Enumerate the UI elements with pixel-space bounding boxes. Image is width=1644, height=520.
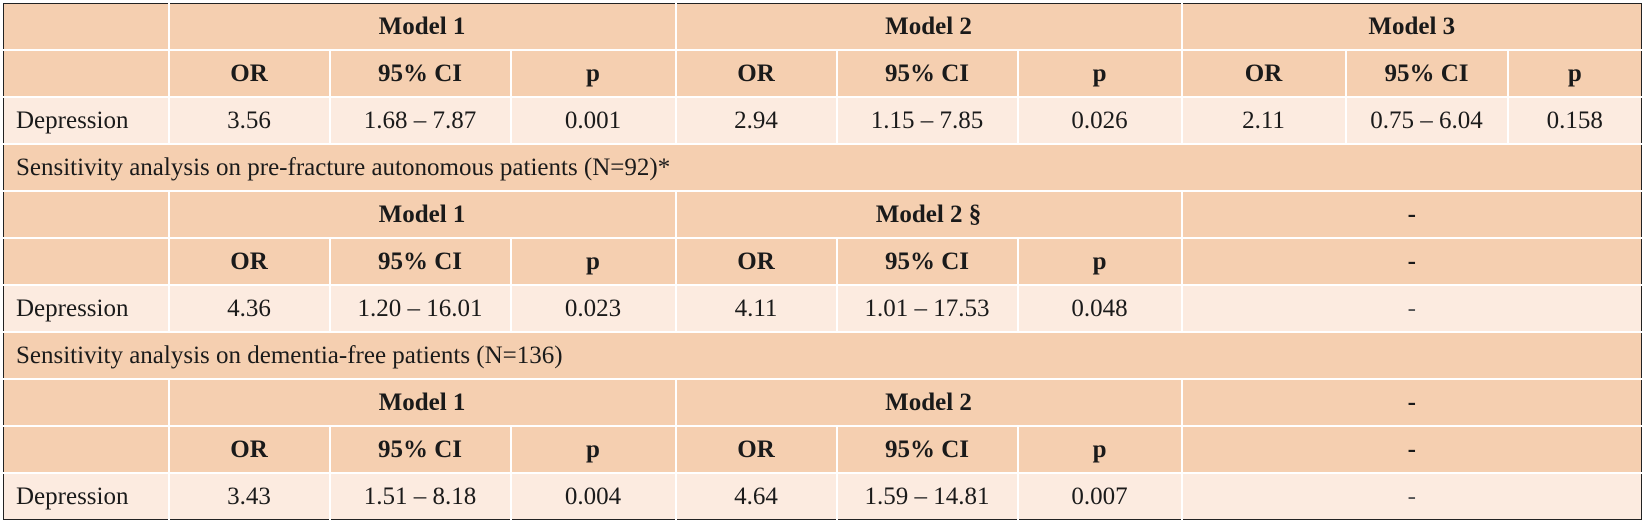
cell-p: 0.007	[1016, 472, 1182, 520]
model-header: Model 3	[1180, 3, 1642, 50]
cell-or: 4.64	[674, 472, 837, 520]
cell-p: 0.048	[1016, 284, 1182, 332]
empty-corner-cell	[3, 378, 169, 426]
column-header-or: OR	[167, 237, 330, 285]
section-row: Sensitivity analysis on dementia-free pa…	[3, 331, 1642, 379]
results-table: Model 1 Model 2 Model 3 OR 95% CI p OR 9…	[3, 3, 1643, 520]
empty-corner-cell	[3, 49, 169, 97]
column-header-or: OR	[167, 425, 330, 473]
cell-ci: 0.75 – 6.04	[1344, 96, 1508, 144]
model-header: Model 1	[167, 190, 676, 238]
model-header: -	[1180, 378, 1642, 426]
dash-header: -	[1180, 237, 1642, 285]
row-label: Depression	[3, 96, 169, 144]
model-header-row: Model 1 Model 2 § -	[3, 190, 1642, 238]
model-header: Model 2	[674, 3, 1182, 50]
cell-p: 0.023	[509, 284, 676, 332]
column-header-row: OR 95% CI p OR 95% CI p -	[3, 237, 1642, 285]
column-header-ci: 95% CI	[328, 425, 511, 473]
column-header-or: OR	[674, 425, 837, 473]
model-header: Model 2	[674, 378, 1182, 426]
column-header-or: OR	[674, 237, 837, 285]
cell-p: 0.026	[1016, 96, 1182, 144]
table-row: Depression 4.36 1.20 – 16.01 0.023 4.11 …	[3, 284, 1642, 332]
row-label: Depression	[3, 472, 169, 520]
row-label: Depression	[3, 284, 169, 332]
column-header-p: p	[1016, 237, 1182, 285]
cell-p: 0.004	[509, 472, 676, 520]
column-header-ci: 95% CI	[835, 425, 1018, 473]
column-header-ci: 95% CI	[328, 49, 511, 97]
cell-or: 2.94	[674, 96, 837, 144]
empty-cell: -	[1180, 472, 1642, 520]
column-header-p: p	[1016, 49, 1182, 97]
column-header-ci: 95% CI	[835, 49, 1018, 97]
column-header-p: p	[509, 425, 676, 473]
model-header-row: Model 1 Model 2 -	[3, 378, 1642, 426]
column-header-p: p	[1016, 425, 1182, 473]
section-title: Sensitivity analysis on pre-fracture aut…	[3, 143, 1642, 191]
empty-corner-cell	[3, 3, 169, 50]
empty-corner-cell	[3, 190, 169, 238]
column-header-ci: 95% CI	[328, 237, 511, 285]
cell-ci: 1.01 – 17.53	[835, 284, 1018, 332]
column-header-row: OR 95% CI p OR 95% CI p OR 95% CI p	[3, 49, 1642, 97]
model-header-row: Model 1 Model 2 Model 3	[3, 3, 1642, 50]
model-header: Model 2 §	[674, 190, 1182, 238]
cell-or: 3.43	[167, 472, 330, 520]
cell-p: 0.158	[1506, 96, 1642, 144]
column-header-or: OR	[674, 49, 837, 97]
cell-or: 3.56	[167, 96, 330, 144]
empty-cell: -	[1180, 284, 1642, 332]
table-row: Depression 3.43 1.51 – 8.18 0.004 4.64 1…	[3, 472, 1642, 520]
column-header-ci: 95% CI	[835, 237, 1018, 285]
section-title: Sensitivity analysis on dementia-free pa…	[3, 331, 1642, 379]
cell-p: 0.001	[509, 96, 676, 144]
column-header-p: p	[509, 237, 676, 285]
table-row: Depression 3.56 1.68 – 7.87 0.001 2.94 1…	[3, 96, 1642, 144]
column-header-or: OR	[167, 49, 330, 97]
model-header: -	[1180, 190, 1642, 238]
cell-ci: 1.51 – 8.18	[328, 472, 511, 520]
cell-ci: 1.59 – 14.81	[835, 472, 1018, 520]
cell-or: 4.11	[674, 284, 837, 332]
cell-or: 4.36	[167, 284, 330, 332]
column-header-or: OR	[1180, 49, 1346, 97]
model-header: Model 1	[167, 378, 676, 426]
cell-or: 2.11	[1180, 96, 1346, 144]
empty-corner-cell	[3, 237, 169, 285]
cell-ci: 1.20 – 16.01	[328, 284, 511, 332]
empty-corner-cell	[3, 425, 169, 473]
column-header-ci: 95% CI	[1344, 49, 1508, 97]
dash-header: -	[1180, 425, 1642, 473]
column-header-p: p	[509, 49, 676, 97]
column-header-p: p	[1506, 49, 1642, 97]
cell-ci: 1.68 – 7.87	[328, 96, 511, 144]
cell-ci: 1.15 – 7.85	[835, 96, 1018, 144]
model-header: Model 1	[167, 3, 676, 50]
section-row: Sensitivity analysis on pre-fracture aut…	[3, 143, 1642, 191]
column-header-row: OR 95% CI p OR 95% CI p -	[3, 425, 1642, 473]
